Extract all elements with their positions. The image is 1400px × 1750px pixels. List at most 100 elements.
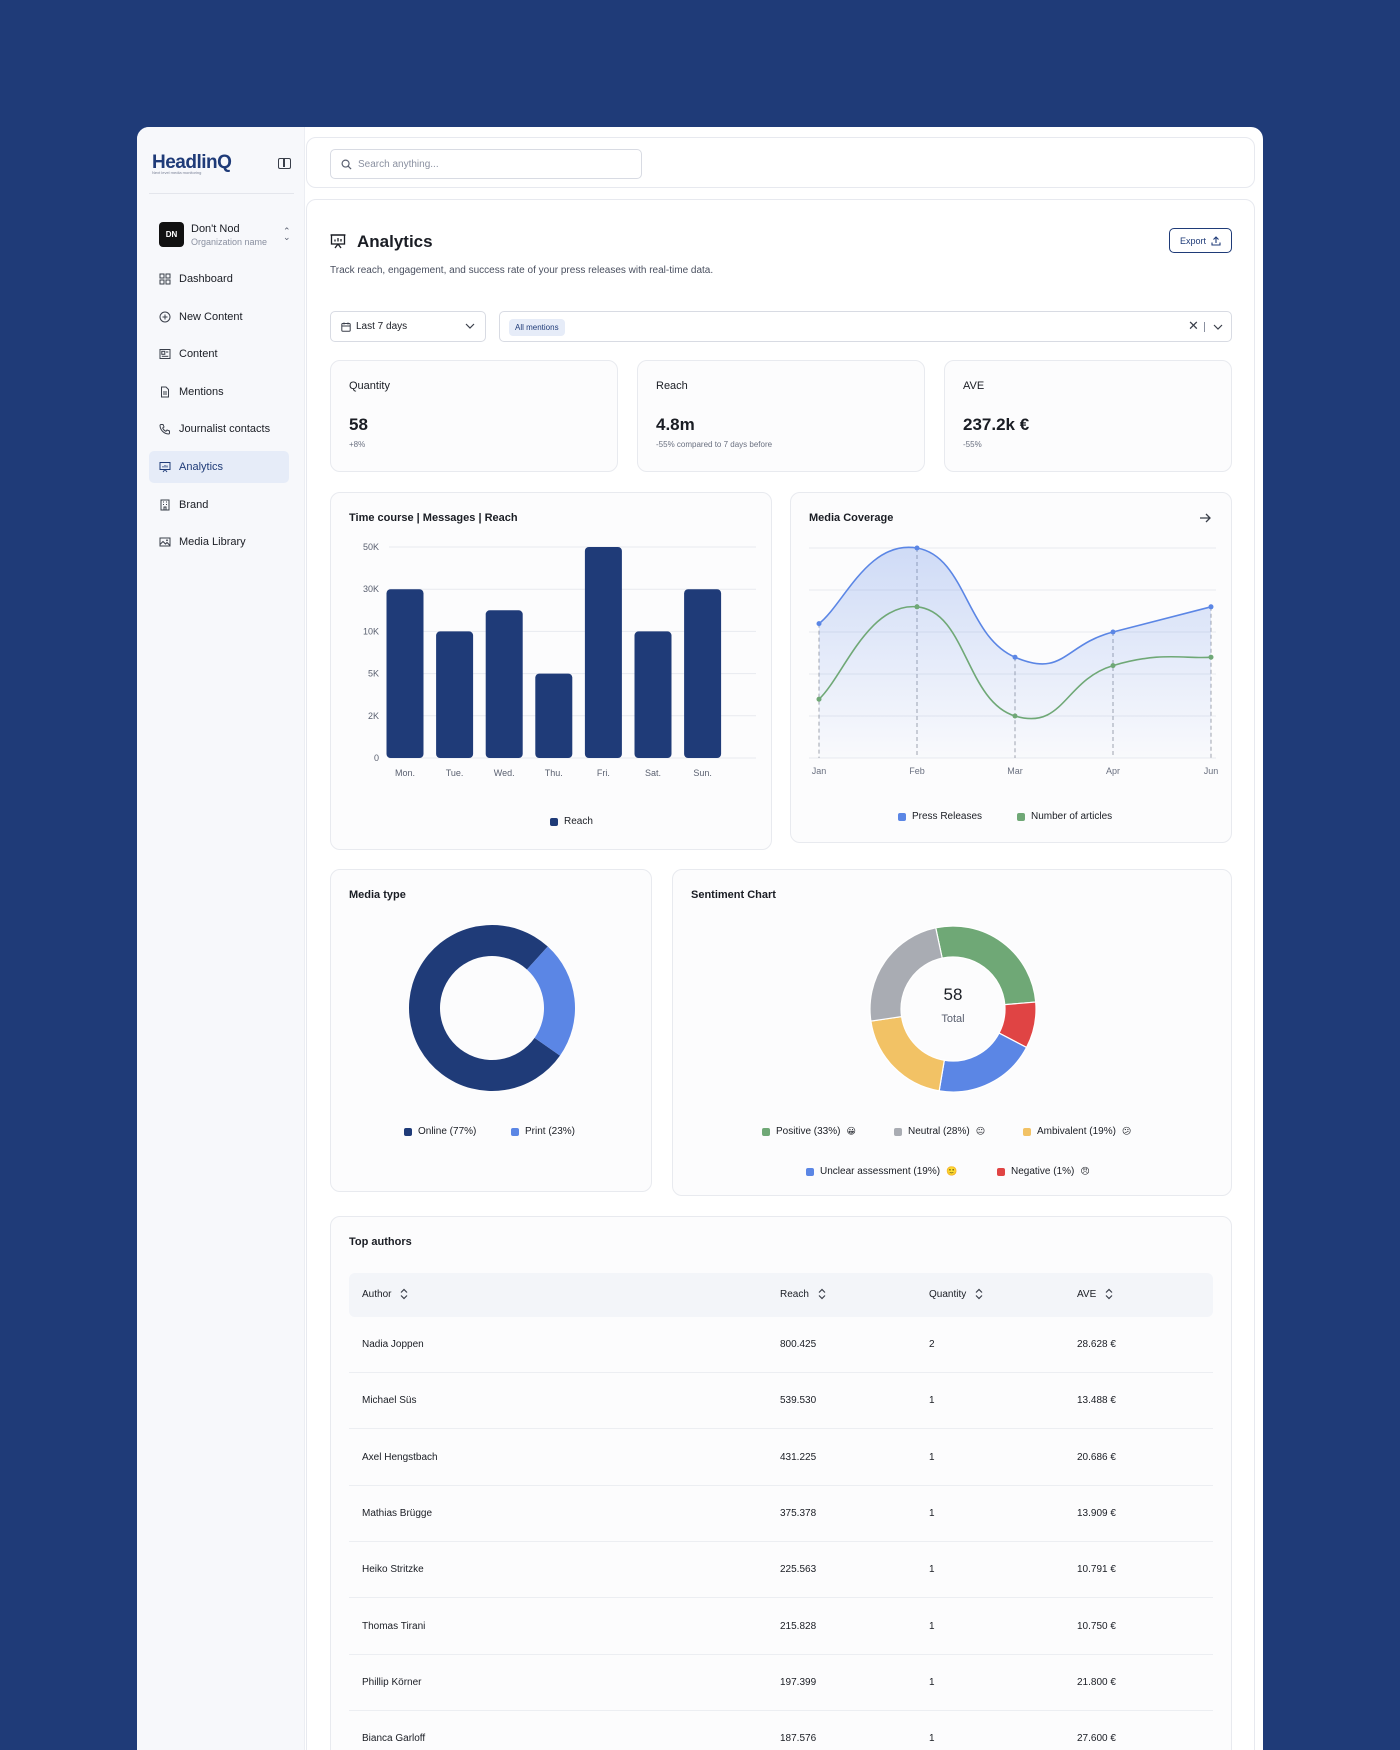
cell-reach: 197.399: [780, 1676, 817, 1688]
bar-wed[interactable]: [485, 610, 523, 758]
data-point[interactable]: [1110, 663, 1116, 669]
sidebar-item-media-library[interactable]: Media Library: [149, 526, 289, 558]
time-course-card: Time course | Messages | Reach 50K 30K 10K…: [330, 492, 772, 850]
x-tick-label: Sat.: [645, 768, 661, 778]
column-header-reach[interactable]: Reach: [780, 1288, 826, 1300]
page-title: Analytics: [357, 232, 433, 251]
press-releases-legend: Press Releases: [898, 811, 982, 822]
table-row[interactable]: Thomas Tirani 215.828 1 10.750 €: [349, 1599, 1213, 1655]
top-authors-title: Top authors: [349, 1236, 412, 1248]
sentiment-emoji-icon: 😠: [1080, 1166, 1090, 1176]
bar-thu[interactable]: [535, 673, 573, 758]
bar-mon[interactable]: [386, 589, 424, 758]
media-type-donut: [409, 925, 575, 1091]
column-header-quantity[interactable]: Quantity: [929, 1288, 983, 1300]
bar-sat[interactable]: [634, 631, 672, 758]
search-input[interactable]: Search anything...: [330, 149, 642, 179]
sidebar-item-content[interactable]: Content: [149, 338, 289, 370]
data-point[interactable]: [1012, 713, 1018, 719]
table-row[interactable]: Mathias Brügge 375.378 1 13.909 €: [349, 1486, 1213, 1542]
sidebar-item-dashboard[interactable]: Dashboard: [149, 263, 289, 295]
x-tick-label: Tue.: [446, 768, 464, 778]
cell-reach: 187.576: [780, 1733, 817, 1745]
sentiment-emoji-icon: 😐: [975, 1126, 986, 1136]
legend-label: Reach: [564, 816, 593, 827]
column-header-author[interactable]: Author: [362, 1288, 408, 1300]
media-coverage-chart: Jan Feb Mar Apr Jun: [809, 545, 1218, 776]
data-point[interactable]: [1110, 629, 1116, 635]
column-header-ave[interactable]: AVE: [1077, 1288, 1113, 1300]
date-range-select[interactable]: Last 7 days: [330, 311, 486, 342]
sort-icon[interactable]: [975, 1288, 983, 1300]
cell-ave: 10.750 €: [1077, 1620, 1116, 1632]
x-tick-label: Jan: [812, 766, 827, 776]
export-label: Export: [1179, 235, 1206, 246]
legend-swatch: [762, 1127, 770, 1136]
cell-author: Bianca Garloff: [362, 1733, 426, 1745]
sidebar-item-analytics[interactable]: Analytics: [149, 451, 289, 483]
sort-icon[interactable]: [1105, 1288, 1113, 1300]
kpi-label: AVE: [963, 380, 985, 392]
y-tick-label: 50K: [363, 542, 379, 552]
sentiment-emoji-icon: 😕: [1121, 1126, 1132, 1136]
cell-ave: 27.600 €: [1077, 1733, 1116, 1745]
legend-label: Neutral (28%): [908, 1126, 970, 1137]
table-row[interactable]: Axel Hengstbach 431.225 1 20.686 €: [349, 1430, 1213, 1486]
bar-sun[interactable]: [684, 589, 722, 758]
sentiment-legend-item: Unclear assessment (19%) 🙂: [806, 1166, 957, 1177]
cell-author: Thomas Tirani: [362, 1620, 426, 1632]
data-point[interactable]: [1208, 654, 1214, 660]
table-row[interactable]: Heiko Stritzke 225.563 1 10.791 €: [349, 1542, 1213, 1599]
bar-tue[interactable]: [436, 631, 474, 758]
data-point[interactable]: [1208, 604, 1214, 610]
cell-author: Nadia Joppen: [362, 1339, 424, 1350]
slice-print[interactable]: [526, 946, 575, 1056]
y-tick-label: 10K: [363, 626, 379, 636]
cell-reach: 539.530: [780, 1395, 817, 1407]
table-row[interactable]: Bianca Garloff 187.576 1 27.600 €: [349, 1711, 1213, 1750]
cell-quantity: 1: [929, 1395, 935, 1407]
online-legend: Online (77%): [404, 1126, 476, 1137]
bar-fri[interactable]: [584, 547, 622, 758]
legend-label: Negative (1%): [1011, 1166, 1075, 1177]
table-row[interactable]: Michael Süs 539.530 1 13.488 €: [349, 1373, 1213, 1430]
sidebar-item-brand[interactable]: Brand: [149, 489, 289, 521]
cell-author: Mathias Brügge: [362, 1507, 433, 1519]
slice-neutral[interactable]: [869, 927, 943, 1022]
sort-icon[interactable]: [400, 1288, 408, 1300]
x-tick-label: Sun.: [693, 768, 712, 778]
data-point[interactable]: [1012, 654, 1018, 660]
clear-icon[interactable]: ✕: [1188, 318, 1199, 333]
export-button[interactable]: Export: [1169, 228, 1232, 253]
table-row[interactable]: Nadia Joppen 800.425 2 28.628 €: [349, 1317, 1213, 1373]
sort-icon[interactable]: [818, 1288, 826, 1300]
time-course-legend: Reach: [550, 816, 593, 827]
org-switcher[interactable]: DN Don't Nod Organization name ⌃ ⌄: [159, 222, 299, 254]
slice-ambivalent[interactable]: [870, 1015, 946, 1092]
cell-quantity: 1: [929, 1620, 935, 1632]
sidebar-item-new-content[interactable]: New Content: [149, 301, 289, 333]
app-window: HeadlinQ Next level media monitoring DN …: [137, 127, 1263, 1750]
data-point[interactable]: [914, 545, 920, 551]
data-point[interactable]: [816, 696, 822, 702]
search-icon: [341, 159, 352, 170]
slice-unclear-assessment[interactable]: [938, 1032, 1028, 1093]
legend-label: Unclear assessment (19%): [820, 1166, 941, 1177]
sidebar-divider: [149, 193, 294, 194]
legend-swatch: [1023, 1127, 1031, 1136]
slice-online[interactable]: [409, 925, 560, 1091]
mentions-tag[interactable]: All mentions: [509, 319, 565, 336]
table-row[interactable]: Phillip Körner 197.399 1 21.800 €: [349, 1655, 1213, 1711]
mentions-filter[interactable]: All mentions ✕: [499, 311, 1232, 342]
data-point[interactable]: [914, 604, 920, 610]
chevron-down-icon: [465, 323, 475, 329]
data-point[interactable]: [816, 621, 822, 627]
sidebar-item-journalist-contacts[interactable]: Journalist contacts: [149, 413, 289, 445]
legend-swatch: [404, 1127, 412, 1136]
time-course-title: Time course | Messages | Reach: [349, 512, 518, 524]
chevron-down-icon[interactable]: [1213, 324, 1223, 331]
sidebar-collapse-icon[interactable]: [278, 158, 291, 169]
arrow-right-icon[interactable]: [1199, 512, 1212, 524]
sidebar-item-mentions[interactable]: Mentions: [149, 376, 289, 408]
kpi-value: 237.2k €: [963, 415, 1030, 434]
